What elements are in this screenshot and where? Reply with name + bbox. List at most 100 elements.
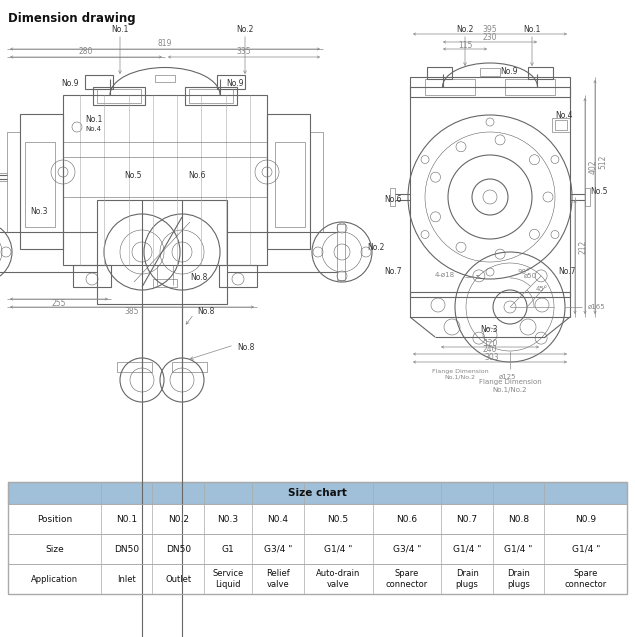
Text: G1: G1 xyxy=(222,545,234,554)
Text: N0.4: N0.4 xyxy=(267,515,288,524)
Text: Auto-drain
valve: Auto-drain valve xyxy=(316,569,360,589)
Text: G3/4 ": G3/4 " xyxy=(392,545,421,554)
Text: G1/4 ": G1/4 " xyxy=(453,545,481,554)
Bar xyxy=(219,265,257,287)
Text: No.8: No.8 xyxy=(237,343,255,352)
Text: No.9: No.9 xyxy=(500,68,518,76)
Text: No.3: No.3 xyxy=(30,208,48,217)
Text: N0.3: N0.3 xyxy=(218,515,239,524)
Text: 255: 255 xyxy=(51,299,66,308)
Text: 230: 230 xyxy=(483,32,497,41)
Text: Application: Application xyxy=(31,575,78,583)
Bar xyxy=(8,534,627,564)
Text: DN50: DN50 xyxy=(114,545,139,554)
Text: ø125: ø125 xyxy=(499,374,517,380)
Text: No.3: No.3 xyxy=(480,326,497,334)
Text: 512: 512 xyxy=(599,155,608,169)
Text: No.7: No.7 xyxy=(385,268,402,276)
Text: Drain
plugs: Drain plugs xyxy=(507,569,530,589)
Text: 240: 240 xyxy=(483,345,497,355)
Bar xyxy=(310,132,323,232)
Text: Inlet: Inlet xyxy=(117,575,136,583)
Text: N0.9: N0.9 xyxy=(575,515,596,524)
Text: No.6: No.6 xyxy=(385,196,402,204)
Text: G3/4 ": G3/4 " xyxy=(264,545,292,554)
Bar xyxy=(337,224,345,280)
Text: No.9: No.9 xyxy=(226,80,244,89)
Text: No.4: No.4 xyxy=(555,110,573,120)
Text: 4-ø18: 4-ø18 xyxy=(435,272,455,278)
Text: No.9: No.9 xyxy=(61,80,79,89)
Text: 90°: 90° xyxy=(518,269,530,275)
Bar xyxy=(425,79,475,95)
Text: 385: 385 xyxy=(124,308,139,317)
Bar xyxy=(172,362,207,372)
Bar xyxy=(97,89,141,103)
Text: No.1: No.1 xyxy=(111,24,129,34)
Text: No.2: No.2 xyxy=(457,24,474,34)
Text: N0.8: N0.8 xyxy=(508,515,529,524)
Text: Spare
connector: Spare connector xyxy=(565,569,607,589)
Bar xyxy=(63,95,267,265)
Bar xyxy=(93,87,145,105)
Bar xyxy=(275,142,305,227)
Text: Size: Size xyxy=(45,545,64,554)
Text: N0.7: N0.7 xyxy=(457,515,478,524)
Text: No.1/No.2: No.1/No.2 xyxy=(493,387,527,393)
Bar xyxy=(410,292,570,317)
Bar xyxy=(7,132,20,232)
Bar xyxy=(155,75,175,82)
Bar xyxy=(267,114,310,249)
Text: G1/4 ": G1/4 " xyxy=(572,545,600,554)
Text: Dimension drawing: Dimension drawing xyxy=(8,12,136,25)
Bar xyxy=(410,87,570,297)
Bar xyxy=(8,504,627,534)
Text: No.8: No.8 xyxy=(197,308,215,317)
Text: No.2: No.2 xyxy=(367,243,384,252)
Bar xyxy=(185,87,237,105)
Text: No.1: No.1 xyxy=(523,24,540,34)
Bar xyxy=(85,75,113,89)
Text: N0.2: N0.2 xyxy=(168,515,189,524)
Text: 45°: 45° xyxy=(536,286,548,292)
Bar xyxy=(427,67,452,79)
Bar xyxy=(20,114,63,249)
Text: 120: 120 xyxy=(483,338,497,348)
Bar xyxy=(217,75,245,89)
Bar xyxy=(552,118,570,132)
Text: No.1: No.1 xyxy=(85,115,102,124)
Text: 303: 303 xyxy=(485,354,499,362)
Text: 335: 335 xyxy=(237,48,251,57)
Text: Flange Dimension: Flange Dimension xyxy=(479,379,542,385)
Text: No.4: No.4 xyxy=(85,126,101,132)
Bar xyxy=(25,142,55,227)
Text: No.2: No.2 xyxy=(236,24,254,34)
Text: Flange Dimension
No.1/No.2: Flange Dimension No.1/No.2 xyxy=(432,369,488,380)
Text: 819: 819 xyxy=(158,39,172,48)
Text: N0.6: N0.6 xyxy=(396,515,417,524)
Text: 115: 115 xyxy=(458,41,472,50)
Bar xyxy=(8,482,627,504)
Bar xyxy=(73,265,111,287)
Text: N0.5: N0.5 xyxy=(328,515,349,524)
Text: No.7: No.7 xyxy=(558,268,575,276)
Text: G1/4 ": G1/4 " xyxy=(324,545,352,554)
Text: No.5: No.5 xyxy=(590,187,608,196)
Text: Size chart: Size chart xyxy=(288,488,347,498)
Text: N0.1: N0.1 xyxy=(116,515,137,524)
Bar xyxy=(505,79,555,95)
Bar xyxy=(8,482,627,594)
Text: G1/4 ": G1/4 " xyxy=(504,545,533,554)
Text: Service
Liquid: Service Liquid xyxy=(213,569,244,589)
Text: No.8: No.8 xyxy=(190,273,208,282)
Bar xyxy=(117,362,152,372)
Text: DN50: DN50 xyxy=(166,545,190,554)
Text: Relief
valve: Relief valve xyxy=(266,569,290,589)
Text: 212: 212 xyxy=(578,240,587,254)
Bar xyxy=(153,279,177,287)
Bar xyxy=(528,67,553,79)
Text: ø165: ø165 xyxy=(588,304,606,310)
Bar xyxy=(410,77,570,97)
Text: Outlet: Outlet xyxy=(165,575,191,583)
Text: Drain
plugs: Drain plugs xyxy=(456,569,479,589)
